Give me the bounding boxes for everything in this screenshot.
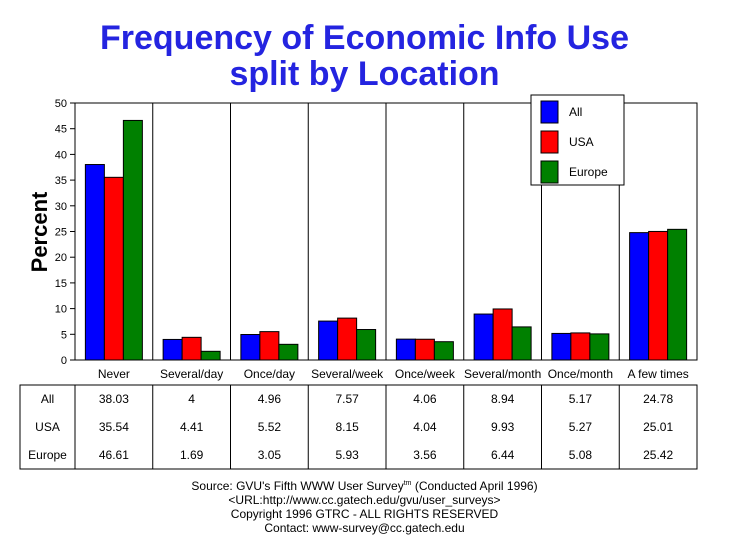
table-cell: 3.56	[413, 448, 437, 462]
table-cell: 1.69	[180, 448, 204, 462]
bar-all	[318, 320, 339, 361]
table-cell: 25.42	[643, 448, 673, 462]
x-tick-label: Once/month	[548, 367, 613, 381]
table-row-header: Europe	[28, 448, 67, 462]
table-cell: 8.15	[335, 420, 359, 434]
data-table-frame	[19, 384, 698, 470]
bar-europe	[667, 228, 688, 361]
legend-swatch-europe	[540, 160, 559, 184]
table-cell: 35.54	[99, 420, 129, 434]
footer: Source: GVU's Fifth WWW User Surveytm (C…	[0, 477, 729, 535]
source-url: <URL:http://www.cc.gatech.edu/gvu/user_s…	[228, 493, 501, 507]
table-cell: 4.96	[258, 392, 282, 406]
y-tick-label: 0	[61, 355, 67, 367]
table-cell: 5.27	[569, 420, 593, 434]
legend-swatch-all	[540, 100, 559, 124]
table-cell: 24.78	[643, 392, 673, 406]
bar-usa	[103, 176, 124, 361]
bar-europe	[433, 341, 454, 361]
bar-europe	[200, 350, 221, 361]
x-tick-label: Several/day	[160, 367, 223, 381]
table-cell: 6.44	[491, 448, 515, 462]
x-tick-label: Once/day	[244, 367, 295, 381]
bar-all	[473, 313, 494, 361]
bar-all	[629, 232, 650, 361]
bar-usa	[570, 332, 591, 361]
table-cell: 5.17	[569, 392, 593, 406]
x-tick-label: A few times	[627, 367, 688, 381]
bar-chart: 0 5 10 15 20 25 30 35 40 45 50 Never Several/day Once…	[19, 94, 698, 470]
y-axis-label: Percent	[27, 191, 52, 273]
bar-all	[551, 332, 572, 361]
table-cell: 4	[188, 392, 195, 406]
y-tick-label: 30	[55, 201, 67, 213]
x-tick-label: Never	[98, 367, 130, 381]
y-tick-label: 15	[55, 278, 67, 290]
table-cell: 8.94	[491, 392, 515, 406]
bar-all	[84, 164, 105, 361]
legend-swatch-usa	[540, 130, 559, 154]
y-tick-label: 50	[55, 98, 67, 110]
table-cell: 5.52	[258, 420, 282, 434]
source-line: Source: GVU's Fifth WWW User Surveytm (C…	[0, 477, 729, 493]
bar-usa	[259, 331, 280, 361]
bar-all	[162, 338, 183, 361]
table-cell: 25.01	[643, 420, 673, 434]
y-tick-label: 40	[55, 149, 67, 161]
chart-title: Frequency of Economic Info Use split by …	[0, 20, 729, 92]
table-cell: 4.06	[413, 392, 437, 406]
contact: Contact: www-survey@cc.gatech.edu	[264, 521, 465, 535]
legend-label: All	[569, 105, 582, 119]
table-cell: 4.04	[413, 420, 437, 434]
table-row-header: USA	[35, 420, 60, 434]
bar-usa	[337, 317, 358, 361]
copyright: Copyright 1996 GTRC - ALL RIGHTS RESERVE…	[230, 507, 499, 521]
bar-usa	[648, 230, 669, 361]
bar-europe	[589, 333, 610, 361]
bar-europe	[511, 326, 532, 361]
bar-usa	[492, 308, 513, 361]
survey-date: (Conducted April 1996)	[411, 479, 538, 493]
chart-title-line-2: split by Location	[229, 55, 500, 93]
y-tick-label: 45	[55, 124, 67, 136]
y-tick-label: 25	[55, 227, 67, 239]
table-cell: 3.05	[258, 448, 282, 462]
x-tick-label: Several/month	[464, 367, 541, 381]
legend-label: Europe	[569, 165, 608, 179]
y-tick-label: 5	[61, 329, 67, 341]
legend-label: USA	[569, 135, 594, 149]
source-text: Source: GVU's Fifth WWW User Survey	[191, 479, 404, 493]
bar-all	[240, 334, 261, 361]
trademark-mark: tm	[403, 480, 412, 487]
chart-title-line-1: Frequency of Economic Info Use	[100, 19, 629, 57]
table-cell: 38.03	[99, 392, 129, 406]
bar-europe	[356, 329, 377, 361]
y-tick-label: 10	[55, 304, 67, 316]
bar-usa	[414, 338, 435, 361]
x-tick-label: Several/week	[311, 367, 384, 381]
table-cell: 9.93	[491, 420, 515, 434]
table-row-header: All	[41, 392, 54, 406]
bar-all	[395, 338, 416, 361]
table-cell: 5.08	[569, 448, 593, 462]
y-tick-label: 20	[55, 252, 67, 264]
table-cell: 46.61	[99, 448, 129, 462]
x-tick-label: Once/week	[395, 367, 456, 381]
bar-usa	[181, 336, 202, 361]
table-cell: 4.41	[180, 420, 204, 434]
table-cell: 7.57	[335, 392, 359, 406]
y-tick-label: 35	[55, 175, 67, 187]
bar-europe	[122, 119, 143, 361]
bar-europe	[278, 343, 299, 361]
table-cell: 5.93	[335, 448, 359, 462]
